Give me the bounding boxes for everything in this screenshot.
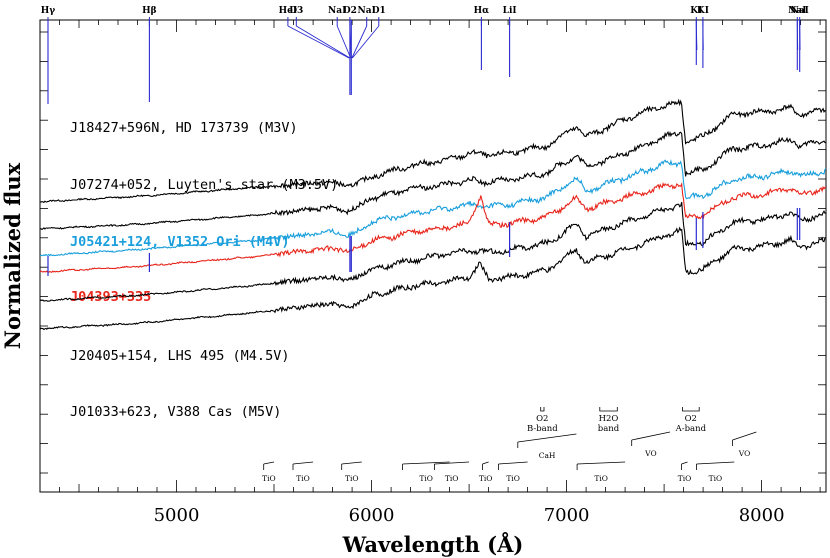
telluric-label: band [598, 424, 620, 434]
spectrum-line [39, 201, 827, 302]
telluric-label: H2O [599, 414, 619, 424]
band-slope [696, 461, 735, 465]
line-marker-leader [351, 25, 368, 59]
band-slope [263, 461, 275, 465]
line-marker-label: Hα [474, 6, 490, 16]
band-slope [482, 461, 489, 465]
axis-ticks: 5000 6000 7000 8000 [40, 20, 826, 526]
x-tick-label: 7000 [544, 505, 590, 526]
line-marker-label: Hγ [41, 6, 56, 16]
band-label: TiO [506, 474, 520, 483]
band-label: TiO [479, 474, 493, 483]
band-slope [402, 461, 450, 465]
band-label: TiO [419, 474, 433, 483]
series-label: J05421+124, V1352 Ori (M4V) [70, 234, 289, 250]
band-label: TiO [345, 474, 359, 483]
spectrum-line [39, 131, 827, 231]
line-marker-label: NaI [358, 6, 376, 16]
x-tick-label: 6000 [349, 505, 395, 526]
band-label: TiO [296, 474, 310, 483]
line-marker-label: D2 [343, 6, 357, 16]
series-label: J07274+052, Luyten's star (M3.5V) [70, 177, 338, 193]
band-label: VO [738, 449, 750, 458]
line-marker-label: KI [690, 6, 702, 16]
plot-frame [39, 19, 827, 493]
line-marker-label: D3 [289, 6, 303, 16]
y-axis-label: Normalized flux [0, 162, 25, 349]
band-label: CaH [539, 451, 556, 460]
band-label: TiO [445, 474, 459, 483]
line-marker-label: HeI [279, 6, 297, 16]
band-label: TiO [594, 474, 608, 483]
band-slope [434, 461, 470, 465]
spectrum-line [39, 98, 827, 204]
band-label: TiO [709, 474, 723, 483]
telluric-label: B-band [527, 424, 558, 434]
spectrum-line [39, 159, 827, 257]
band-label: VO [644, 449, 656, 458]
band-slope [631, 431, 671, 441]
line-marker-leader [336, 25, 352, 59]
x-tick-label: 5000 [154, 505, 200, 526]
line-marker-leader [296, 25, 351, 59]
band-slope [577, 461, 626, 465]
x-axis-label: Wavelength (Å) [342, 532, 524, 557]
line-marker-leader [349, 25, 352, 59]
line-marker-leader [695, 25, 698, 51]
x-tick-label: 8000 [739, 505, 785, 526]
band-label: TiO [678, 474, 692, 483]
line-marker-label: D1 [372, 6, 386, 16]
series-label: J20405+154, LHS 495 (M4.5V) [70, 348, 289, 364]
series-label: J18427+596N, HD 173739 (M3V) [70, 120, 298, 136]
band-slope [517, 433, 577, 443]
telluric-label: O2 [685, 414, 697, 424]
line-marker-label: NaI [788, 6, 806, 16]
line-marker-label: KI [697, 6, 709, 16]
spectrum-line [39, 226, 827, 331]
telluric-bracket [599, 407, 618, 412]
telluric-label: O2 [536, 414, 548, 424]
band-label: TiO [262, 474, 276, 483]
band-slope [498, 461, 528, 465]
band-slope [732, 431, 757, 441]
telluric-bracket [682, 407, 700, 412]
line-marker-label: LiI [503, 6, 517, 16]
band-slope [341, 461, 362, 465]
telluric-bracket [540, 407, 545, 412]
telluric-label: A-band [675, 424, 707, 434]
line-marker-leader [352, 25, 380, 59]
line-marker-label: Hβ [142, 6, 157, 16]
series-label: J01033+623, V388 Cas (M5V) [70, 404, 281, 420]
series-group: J18427+596N, HD 173739 (M3V) J07274+052, … [39, 98, 827, 420]
spectrum-line [39, 181, 827, 273]
line-marker-label: NaI [328, 6, 346, 16]
band-slope [292, 461, 314, 465]
line-marker-label: NaI [791, 6, 809, 16]
band-slope [681, 461, 688, 465]
line-marker-leader [287, 25, 350, 59]
